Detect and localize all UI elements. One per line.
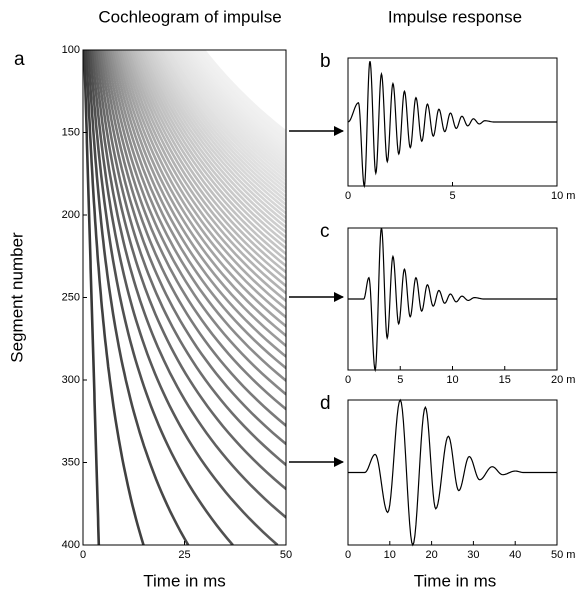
x-tick-label: 0 xyxy=(345,190,351,202)
cochleogram-band xyxy=(186,50,286,157)
x-axis-label: Time in ms xyxy=(414,571,497,590)
cochleogram-band xyxy=(109,50,286,370)
cochleogram-band xyxy=(87,50,190,545)
cochleogram-band xyxy=(162,50,286,199)
chart-title: Cochleogram of impulse xyxy=(98,7,281,26)
x-tick-label: 15 xyxy=(499,374,511,386)
x-tick-label: 50 xyxy=(280,549,292,561)
x-tick-label: 0 xyxy=(80,549,86,561)
cochleogram-band xyxy=(103,50,286,411)
waveform xyxy=(348,398,557,547)
cochleogram-band xyxy=(184,50,286,160)
cochleogram-band xyxy=(158,50,286,207)
panel-label: c xyxy=(320,221,330,242)
cochleogram-band xyxy=(137,50,286,256)
cochleogram-band xyxy=(105,50,286,396)
cochleogram-band xyxy=(111,50,286,359)
cochleogram-band xyxy=(121,50,286,311)
x-tick-label: 50 ms xyxy=(551,549,576,561)
cochleogram-band xyxy=(150,50,286,225)
cochleogram-band xyxy=(180,50,286,166)
cochleogram-band xyxy=(99,50,286,446)
cochleogram-band xyxy=(119,50,286,319)
x-tick-label: 10 xyxy=(384,549,396,561)
cochleogram-band xyxy=(123,50,286,303)
cochleogram-band xyxy=(190,50,286,151)
y-tick-label: 350 xyxy=(62,456,80,468)
arrows xyxy=(289,126,344,467)
cochleogram-band xyxy=(129,50,286,281)
cochleogram-band xyxy=(135,50,286,262)
cochleogram-band xyxy=(166,50,286,191)
x-tick-label: 5 xyxy=(449,190,455,202)
cochleogram-band xyxy=(125,50,286,295)
cochleogram-band xyxy=(148,50,286,229)
cochleogram-band xyxy=(91,50,279,545)
x-axis-label: Time in ms xyxy=(143,571,226,590)
cochleogram-band xyxy=(176,50,286,173)
cochleogram-band xyxy=(145,50,286,234)
chart-title: Impulse response xyxy=(388,7,522,26)
cochleogram-band xyxy=(156,50,286,211)
cochleogram-band xyxy=(141,50,286,245)
cochleogram-band xyxy=(200,50,286,136)
cochleogram-band xyxy=(152,50,286,220)
cochleogram-band xyxy=(174,50,286,176)
cochleogram-band xyxy=(93,50,286,520)
panel-label: b xyxy=(320,51,331,72)
cochleogram-band xyxy=(115,50,286,338)
y-tick-label: 250 xyxy=(62,291,80,303)
cochleogram-band xyxy=(192,50,286,148)
x-tick-label: 30 xyxy=(467,549,479,561)
panel-label: a xyxy=(14,49,25,70)
x-tick-label: 25 xyxy=(178,549,190,561)
cochleogram-band xyxy=(131,50,286,274)
cochleogram-band xyxy=(168,50,286,187)
cochleogram-band xyxy=(172,50,286,180)
x-tick-label: 20 ms xyxy=(551,374,576,386)
y-axis-label: Segment number xyxy=(7,232,26,363)
x-tick-label: 0 xyxy=(345,374,351,386)
cochleogram-band xyxy=(84,50,145,545)
cochleogram-band xyxy=(117,50,286,328)
cochleogram-band xyxy=(139,50,286,250)
cochleogram-band xyxy=(89,50,234,545)
waveform xyxy=(348,227,557,373)
cochleogram-band xyxy=(170,50,286,183)
x-tick-label: 40 xyxy=(509,549,521,561)
cochleogram-band xyxy=(182,50,286,163)
cochleogram-band xyxy=(133,50,286,268)
cochleogram-band xyxy=(113,50,286,348)
cochleogram-band xyxy=(164,50,286,194)
x-tick-label: 0 xyxy=(345,549,351,561)
cochleogram-bands xyxy=(83,50,286,545)
y-tick-label: 100 xyxy=(62,44,80,56)
cochleogram-band xyxy=(160,50,286,203)
cochleogram-band xyxy=(107,50,286,383)
waveform xyxy=(347,61,557,189)
x-tick-label: 5 xyxy=(397,374,403,386)
x-tick-label: 10 ms xyxy=(551,190,576,202)
cochleogram-band xyxy=(178,50,286,169)
cochleogram-band xyxy=(95,50,286,491)
x-tick-label: 10 xyxy=(446,374,458,386)
y-tick-label: 300 xyxy=(62,374,80,386)
cochleogram-band xyxy=(143,50,286,240)
cochleogram-band xyxy=(196,50,286,142)
y-tick-label: 200 xyxy=(62,209,80,221)
cochleogram-band xyxy=(127,50,286,288)
cochleogram-band xyxy=(154,50,286,215)
cochleogram-band xyxy=(101,50,286,428)
cochleogram-band xyxy=(198,50,286,139)
y-tick-label: 150 xyxy=(62,126,80,138)
y-tick-label: 400 xyxy=(62,539,80,551)
cochleogram-band xyxy=(97,50,286,467)
cochleogram-band xyxy=(194,50,286,145)
cochleogram-band xyxy=(188,50,286,153)
x-tick-label: 20 xyxy=(425,549,437,561)
panel-label: d xyxy=(320,393,331,414)
plot-frame xyxy=(347,399,558,546)
